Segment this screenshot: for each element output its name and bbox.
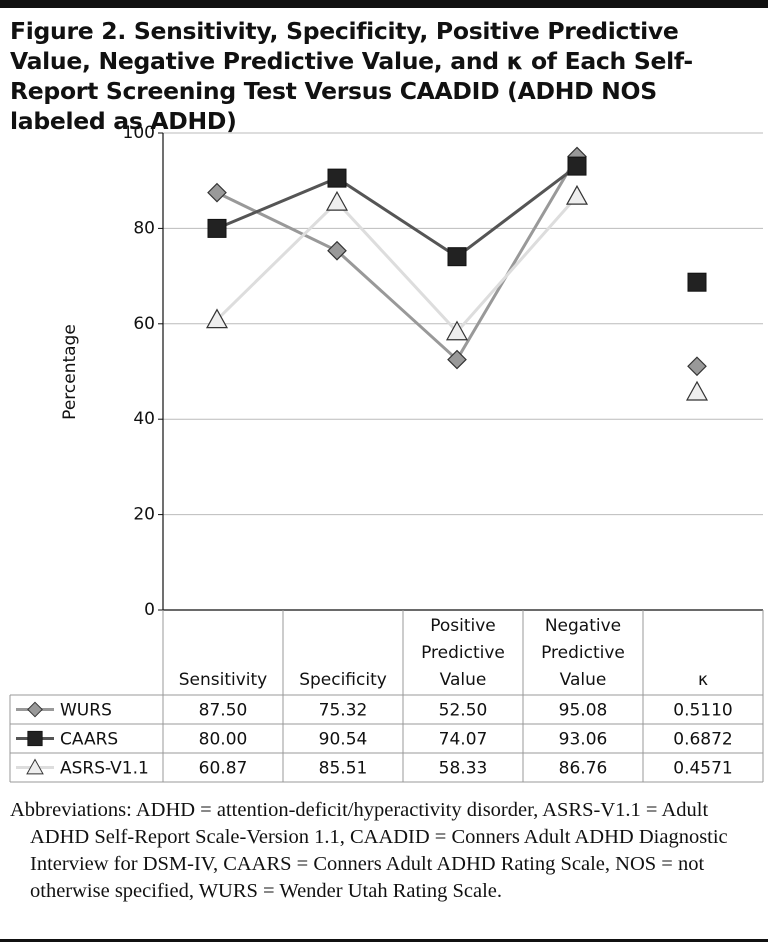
table-cell: 86.76 [559, 759, 608, 779]
data-point [207, 218, 227, 238]
table-cell: 87.50 [199, 701, 248, 721]
legend-marker [27, 730, 43, 747]
legend-label: CAARS [60, 730, 118, 750]
data-point [205, 308, 229, 329]
table-cell: 60.87 [199, 759, 248, 779]
data-point [445, 320, 469, 341]
y-tick-label: 80 [133, 218, 155, 238]
table-cell: 85.51 [319, 759, 368, 779]
table-cell: 74.07 [439, 730, 488, 750]
table-cell: 0.6872 [673, 730, 732, 750]
legend-label: WURS [60, 701, 112, 721]
table-cell: 90.54 [319, 730, 368, 750]
table-cell: 0.5110 [673, 701, 732, 721]
series-line [216, 155, 579, 362]
bottom-rule [0, 939, 768, 942]
column-header: Sensitivity [178, 670, 268, 690]
footnote: Abbreviations: ADHD = attention-deficit/… [10, 799, 728, 902]
series-line [216, 164, 578, 259]
data-point [567, 156, 587, 176]
legend-marker [27, 701, 43, 718]
table-cell: 58.33 [439, 759, 488, 779]
table-cell: 80.00 [199, 730, 248, 750]
data-point [687, 356, 707, 377]
data-point [447, 247, 467, 267]
data-point [325, 190, 349, 211]
y-tick-label: 100 [123, 123, 155, 143]
chart-title: Figure 2. Sensitivity, Specificity, Posi… [10, 17, 693, 135]
table-cell: 95.08 [559, 701, 608, 721]
y-axis-label: Percentage [60, 324, 80, 420]
y-tick-label: 20 [133, 505, 155, 525]
column-header: Positive Predictive Value [421, 616, 505, 690]
table-cell: 0.4571 [673, 759, 732, 779]
y-tick-label: 60 [133, 314, 155, 334]
y-tick-label: 0 [144, 600, 155, 620]
data-point [685, 380, 709, 401]
legend-marker [26, 758, 44, 775]
data-point [565, 184, 589, 205]
data-point [207, 182, 227, 203]
data-point [327, 240, 347, 261]
legend-label: ASRS-V1.1 [60, 759, 149, 779]
column-header: κ [697, 670, 709, 690]
column-header: Specificity [299, 670, 387, 690]
column-header: Negative Predictive Value [541, 616, 625, 690]
table-cell: 93.06 [559, 730, 608, 750]
top-rule [0, 0, 768, 8]
series-line [215, 195, 579, 335]
data-point [327, 168, 347, 188]
data-point [687, 272, 707, 292]
table-cell: 75.32 [319, 701, 368, 721]
data-point [447, 349, 467, 370]
y-tick-label: 40 [133, 409, 155, 429]
table-cell: 52.50 [439, 701, 488, 721]
